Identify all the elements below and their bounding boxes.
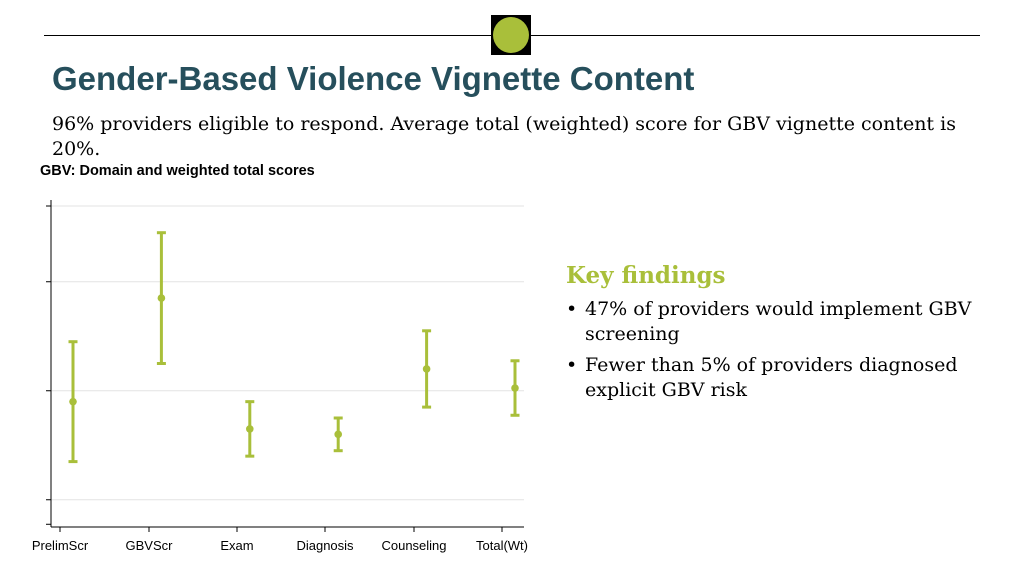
key-findings-list: 47% of providers would implement GBV scr…: [566, 297, 1006, 403]
slide-subtitle: 96% providers eligible to respond. Avera…: [52, 113, 956, 160]
x-tick-label: PrelimScr: [32, 538, 89, 553]
key-findings-heading: Key findings: [566, 262, 726, 289]
logo-circle-icon: [493, 17, 529, 53]
grid-lines: [51, 205, 524, 501]
logo-badge: [491, 15, 531, 55]
estimate-point: [69, 397, 77, 406]
y-ticks: [46, 205, 51, 525]
x-tick-label: Total(Wt): [476, 538, 528, 553]
x-ticks: PrelimScr GBVScr Exam Diagnosis Counseling To…: [32, 527, 528, 553]
x-tick-label: GBVScr: [126, 538, 174, 553]
error-bars: [68, 231, 520, 464]
x-tick-label: Counseling: [381, 538, 446, 553]
estimate-point: [334, 430, 343, 439]
estimate-point: [422, 365, 431, 373]
key-finding-item: Fewer than 5% of providers diagnosed exp…: [566, 353, 1006, 403]
estimate-point: [246, 425, 254, 433]
slide-title: Gender-Based Violence Vignette Content: [52, 60, 695, 97]
key-finding-item: 47% of providers would implement GBV scr…: [566, 297, 1006, 347]
estimate-points: [69, 294, 519, 439]
x-tick-label: Diagnosis: [296, 538, 354, 553]
estimate-point: [157, 294, 166, 302]
chart-title: GBV: Domain and weighted total scores: [40, 163, 315, 179]
x-tick-label: Exam: [220, 538, 253, 553]
key-findings-panel: Key findings 47% of providers would impl…: [566, 262, 1006, 409]
estimate-point: [511, 384, 519, 392]
